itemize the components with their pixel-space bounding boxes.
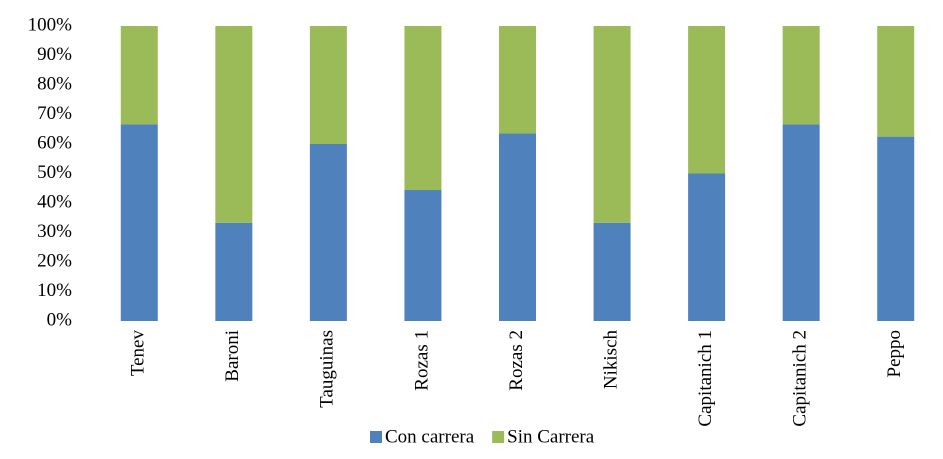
y-tick-label: 60%: [37, 132, 72, 153]
y-tick-label: 30%: [37, 221, 72, 242]
bar-segment: [499, 26, 536, 134]
y-tick-label: 10%: [37, 280, 72, 301]
bar-segment: [877, 26, 915, 137]
x-tick-label: Rozas 2: [506, 330, 527, 391]
bar-segment: [782, 26, 820, 125]
x-tick-label: Peppo: [884, 330, 905, 378]
y-tick-label: 50%: [37, 162, 72, 183]
y-tick-label: 90%: [37, 44, 72, 65]
bar-segment: [404, 190, 442, 321]
y-tick-label: 70%: [37, 103, 72, 124]
bar-segment: [688, 26, 726, 174]
legend-swatch: [370, 431, 382, 443]
x-tick-label: Tenev: [128, 330, 149, 377]
bar-segment: [593, 26, 631, 223]
x-tick-label: Capitanich 2: [790, 330, 811, 427]
x-tick-label: Rozas 1: [411, 330, 432, 391]
x-tick-label: Capitanich 1: [695, 330, 716, 427]
y-tick-label: 0%: [47, 309, 73, 330]
legend-swatch: [492, 431, 505, 443]
bar-segment: [215, 222, 253, 321]
bar-segment: [215, 26, 253, 223]
bar-segment: [593, 222, 631, 321]
y-tick-label: 80%: [37, 73, 72, 94]
bar-segment: [404, 26, 442, 191]
y-tick-label: 20%: [37, 250, 72, 271]
bar-segment: [688, 173, 726, 321]
x-tick-label: Nikisch: [600, 330, 621, 390]
bar-segment: [782, 124, 820, 321]
bar-segment: [499, 133, 536, 321]
y-tick-label: 40%: [37, 191, 72, 212]
bar-segment: [120, 26, 158, 125]
legend-label: Sin Carrera: [507, 426, 595, 447]
legend-label: Con carrera: [385, 426, 475, 447]
bar-segment: [877, 136, 915, 321]
bar-segment: [309, 26, 347, 144]
x-tick-label: Tauguinas: [317, 330, 338, 408]
x-tick-label: Baroni: [222, 330, 243, 382]
bar-segment: [309, 144, 347, 321]
y-tick-label: 100%: [28, 14, 73, 35]
bar-segment: [120, 124, 158, 321]
